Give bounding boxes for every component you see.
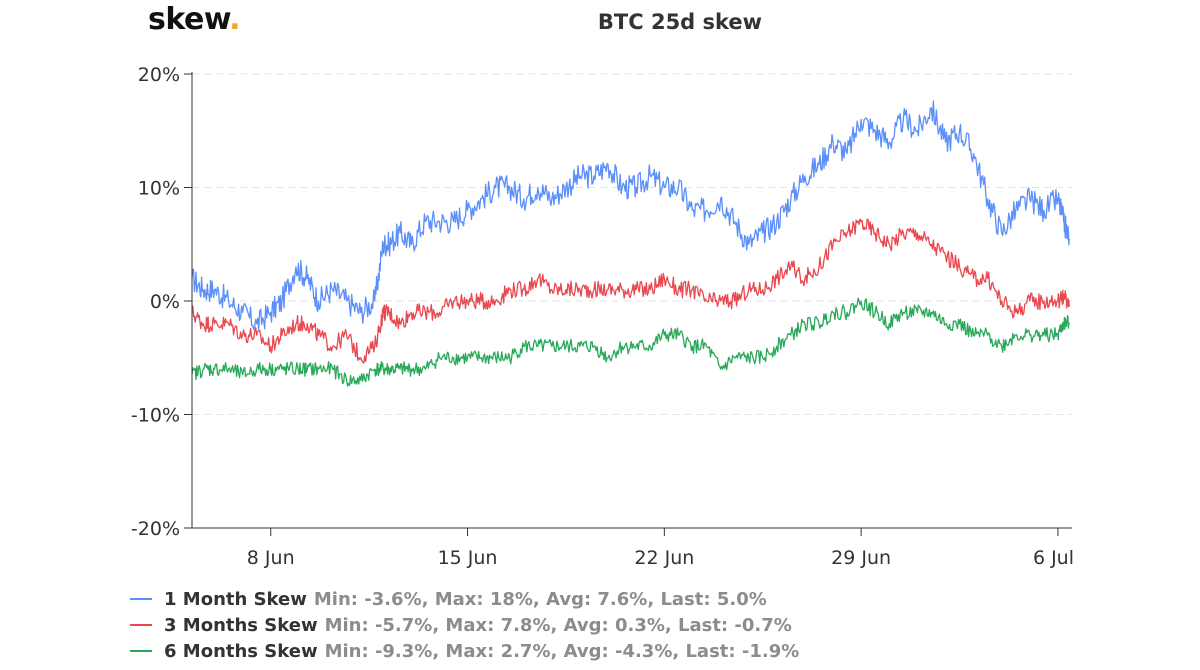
legend-swatch-3-months xyxy=(130,624,152,626)
x-tick-label: 29 Jun xyxy=(831,547,891,569)
legend-item-6-months[interactable]: 6 Months Skew Min: -9.3%, Max: 2.7%, Avg… xyxy=(130,638,799,664)
x-axis-labels: 8 Jun 15 Jun 22 Jun 29 Jun 6 Jul xyxy=(247,547,1074,569)
series-line-3[interactable] xyxy=(191,297,1070,387)
y-tick-label: -20% xyxy=(131,518,180,540)
series-layer xyxy=(191,100,1070,387)
x-tick-label: 15 Jun xyxy=(438,547,498,569)
x-tick-label: 6 Jul xyxy=(1033,547,1074,569)
x-tick-label: 8 Jun xyxy=(247,547,295,569)
series-line-2[interactable] xyxy=(191,218,1070,364)
y-tick-label: 20% xyxy=(138,64,180,86)
legend-series-name: 1 Month Skew xyxy=(164,588,307,610)
legend-swatch-6-months xyxy=(130,650,152,652)
y-tick-label: 0% xyxy=(150,291,180,313)
logo-text: skew xyxy=(148,2,230,37)
legend-series-stats: Min: -3.6%, Max: 18%, Avg: 7.6%, Last: 5… xyxy=(313,588,767,610)
grid-lines xyxy=(192,73,1072,415)
x-tick-label: 22 Jun xyxy=(634,547,694,569)
series-line-1[interactable] xyxy=(191,100,1070,331)
legend-item-1-month[interactable]: 1 Month Skew Min: -3.6%, Max: 18%, Avg: … xyxy=(130,586,799,612)
y-axis-labels: 20% 10% 0% -10% -20% xyxy=(131,64,180,540)
y-tick-label: -10% xyxy=(131,405,180,427)
legend: 1 Month Skew Min: -3.6%, Max: 18%, Avg: … xyxy=(130,586,799,664)
legend-series-stats: Min: -5.7%, Max: 7.8%, Avg: 0.3%, Last: … xyxy=(324,614,792,636)
legend-series-stats: Min: -9.3%, Max: 2.7%, Avg: -4.3%, Last:… xyxy=(324,640,800,662)
legend-series-name: 6 Months Skew xyxy=(164,640,318,662)
legend-item-3-months[interactable]: 3 Months Skew Min: -5.7%, Max: 7.8%, Avg… xyxy=(130,612,799,638)
legend-swatch-1-month xyxy=(130,598,152,600)
logo-dot: . xyxy=(229,2,241,37)
axes xyxy=(184,72,1072,536)
skew-logo: skew. xyxy=(148,2,241,37)
chart-title: BTC 25d skew xyxy=(597,10,763,34)
line-chart: 20% 10% 0% -10% -20% 8 Jun 15 Jun 22 Jun 29 Jun… xyxy=(131,64,1074,569)
legend-series-name: 3 Months Skew xyxy=(164,614,318,636)
y-tick-label: 10% xyxy=(138,178,180,200)
